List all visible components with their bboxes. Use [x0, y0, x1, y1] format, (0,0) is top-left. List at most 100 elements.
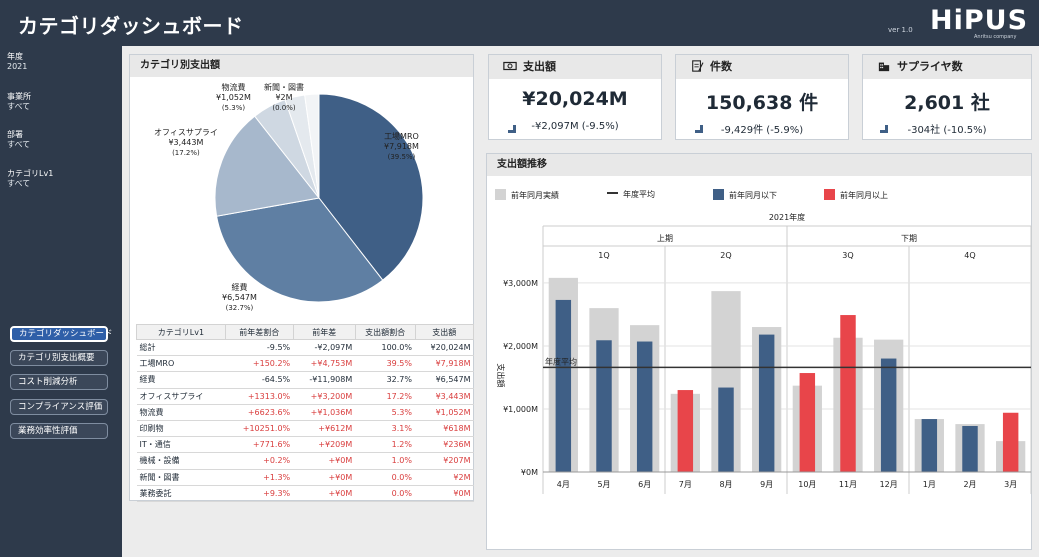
- kpi-delta: -9,429件 (-5.9%): [720, 125, 804, 136]
- category-spend-panel: カテゴリ別支出額 工場MRO ¥7,918M (39.5%) 経費 ¥6,547…: [129, 54, 474, 502]
- pie-label-office-supply: オフィスサプライ ¥3,443M (17.2%): [154, 128, 218, 158]
- col-category[interactable]: カテゴリLv1: [136, 324, 226, 340]
- table-cell: +1.3%: [225, 469, 294, 486]
- page-title: カテゴリダッシュボード: [18, 14, 244, 38]
- table-row[interactable]: 物流費 +6623.6% +¥1,036M 5.3% ¥1,052M: [136, 404, 474, 421]
- table-cell: +0.2%: [225, 452, 294, 470]
- kpi-value: 150,638 件: [705, 92, 819, 114]
- nav-category-dashboard[interactable]: カテゴリダッシュボード: [10, 326, 113, 342]
- table-cell: +¥3,200M: [293, 388, 356, 405]
- bar-spend[interactable]: [718, 387, 734, 472]
- table-cell: +¥209M: [293, 436, 356, 454]
- category-table: カテゴリLv1 前年差割合 前年差 支出額割合 支出額 総計 -9.5% -¥2,0…: [136, 324, 474, 502]
- filter-department[interactable]: 部署 すべて: [7, 129, 30, 150]
- half-label: 下期: [901, 234, 917, 243]
- table-cell: +6623.6%: [225, 404, 294, 421]
- nav-compliance-evaluation[interactable]: コンプライアンス評価: [10, 399, 108, 415]
- filter-label: カテゴリLv1: [7, 169, 54, 178]
- table-row[interactable]: IT・通信 +771.6% +¥209M 1.2% ¥236M: [136, 436, 474, 454]
- pie-label-name: オフィスサプライ: [154, 128, 218, 137]
- bar-spend[interactable]: [596, 340, 612, 472]
- x-tick-label: 6月: [638, 480, 651, 489]
- table-row[interactable]: 経費 -64.5% -¥11,908M 32.7% ¥6,547M: [136, 371, 474, 389]
- nav-cost-reduction-analysis[interactable]: コスト削減分析: [10, 374, 108, 390]
- half-label: 上期: [657, 234, 673, 243]
- hipus-logo: HiPUS Anritsu company: [930, 5, 1029, 44]
- kpi-title-text: サプライヤ数: [897, 60, 963, 73]
- table-row[interactable]: 工場MRO +150.2% +¥4,753M 39.5% ¥7,918M: [136, 355, 474, 373]
- bar-spend[interactable]: [962, 425, 978, 472]
- table-cell: +¥1,036M: [293, 404, 356, 421]
- filter-office[interactable]: 事業所 すべて: [7, 91, 31, 112]
- bar-spend[interactable]: [636, 341, 653, 472]
- bar-spend[interactable]: [921, 419, 938, 472]
- filter-value: すべて: [7, 102, 31, 111]
- logo-text: HiPUS: [930, 5, 1029, 36]
- pie-label-expenses: 経費 ¥6,547M (32.7%): [222, 283, 257, 313]
- table-cell: 39.5%: [355, 355, 415, 373]
- bar-spend[interactable]: [1002, 412, 1019, 472]
- nav-category-spend-overview[interactable]: カテゴリ別支出概要: [10, 350, 108, 366]
- arrow-down-right-icon: [505, 122, 516, 133]
- col-yoy-diff[interactable]: 前年差: [292, 324, 356, 340]
- col-yoy-rate[interactable]: 前年差割合: [224, 324, 294, 340]
- quarter-label: 4Q: [964, 251, 975, 260]
- table-row[interactable]: 印刷物 +10251.0% +¥612M 3.1% ¥618M: [136, 420, 474, 438]
- legend-text: 前年同月実績: [511, 191, 559, 200]
- bar-spend[interactable]: [840, 315, 856, 472]
- filter-category-lv1[interactable]: カテゴリLv1 すべて: [7, 168, 53, 189]
- x-tick-label: 7月: [679, 480, 692, 489]
- table-row[interactable]: オフィスサプライ +1313.0% +¥3,200M 17.2% ¥3,443M: [136, 388, 474, 405]
- cell-category: IT・通信: [136, 436, 226, 454]
- y-tick-label: ¥3,000M: [503, 279, 538, 288]
- bar-spend[interactable]: [555, 299, 572, 472]
- bar-spend[interactable]: [758, 334, 775, 472]
- table-cell: 100.0%: [355, 339, 415, 357]
- legend-line: [607, 192, 618, 194]
- legend-swatch: [824, 189, 835, 200]
- table-cell: +10251.0%: [225, 420, 294, 438]
- table-cell: 0.0%: [355, 469, 415, 486]
- filter-year[interactable]: 年度 2021: [7, 51, 27, 72]
- table-cell: ¥2M: [415, 469, 474, 486]
- year-label: 2021年度: [769, 212, 805, 222]
- pie-label-pct: (39.5%): [387, 153, 416, 161]
- table-row[interactable]: 機械・設備 +0.2% +¥0M 1.0% ¥207M: [136, 452, 474, 470]
- pie-slice[interactable]: [318, 93, 424, 281]
- table-body: 総計 -9.5% -¥2,097M 100.0% ¥20,024M 工場MRO +150.2…: [136, 339, 474, 502]
- kpi-title: 件数: [676, 55, 848, 79]
- version-label: ver 1.0: [888, 26, 913, 34]
- x-tick-label: 3月: [1004, 480, 1017, 489]
- filter-label: 事業所: [7, 92, 31, 101]
- arrow-down-right-icon: [877, 122, 888, 133]
- table-cell: ¥618M: [415, 420, 474, 438]
- x-tick-label: 11月: [839, 480, 857, 489]
- logo-subtext: Anritsu company: [974, 34, 1017, 40]
- quarter-label: 3Q: [842, 251, 853, 260]
- table-header-row: カテゴリLv1 前年差割合 前年差 支出額割合 支出額: [136, 324, 474, 340]
- table-row[interactable]: 総計 -9.5% -¥2,097M 100.0% ¥20,024M: [136, 339, 474, 357]
- pie-label-pct: (32.7%): [225, 304, 254, 312]
- table-row[interactable]: 業務委託 +9.3% +¥0M 0.0% ¥0M: [136, 485, 474, 502]
- kpi-delta: -304社 (-10.5%): [907, 125, 987, 136]
- pie-slice[interactable]: [216, 197, 384, 303]
- pie-label-amount: ¥1,052M: [216, 93, 251, 102]
- panel-title: 支出額推移: [487, 154, 1031, 176]
- pie-slice[interactable]: [214, 115, 320, 217]
- col-spend-share[interactable]: 支出額割合: [354, 324, 416, 340]
- table-cell: -¥11,908M: [293, 371, 356, 389]
- bar-spend[interactable]: [677, 390, 694, 472]
- col-spend[interactable]: 支出額: [414, 324, 474, 340]
- table-row[interactable]: 新聞・図書 +1.3% +¥0M 0.0% ¥2M: [136, 469, 474, 486]
- filter-value: すべて: [7, 140, 31, 149]
- bar-spend[interactable]: [799, 373, 816, 472]
- bar-spend[interactable]: [880, 358, 897, 472]
- x-tick-label: 12月: [880, 480, 898, 489]
- app-header: カテゴリダッシュボード ver 1.0 HiPUS Anritsu compan…: [0, 0, 1039, 46]
- table-cell: +9.3%: [225, 485, 294, 502]
- cell-category: 機械・設備: [136, 452, 226, 470]
- panel-title: カテゴリ別支出額: [130, 55, 473, 77]
- legend-prev-year: 前年同月実績: [495, 189, 559, 201]
- pie-label-name: 工場MRO: [384, 132, 419, 141]
- nav-efficiency-evaluation[interactable]: 業務効率性評価: [10, 423, 108, 439]
